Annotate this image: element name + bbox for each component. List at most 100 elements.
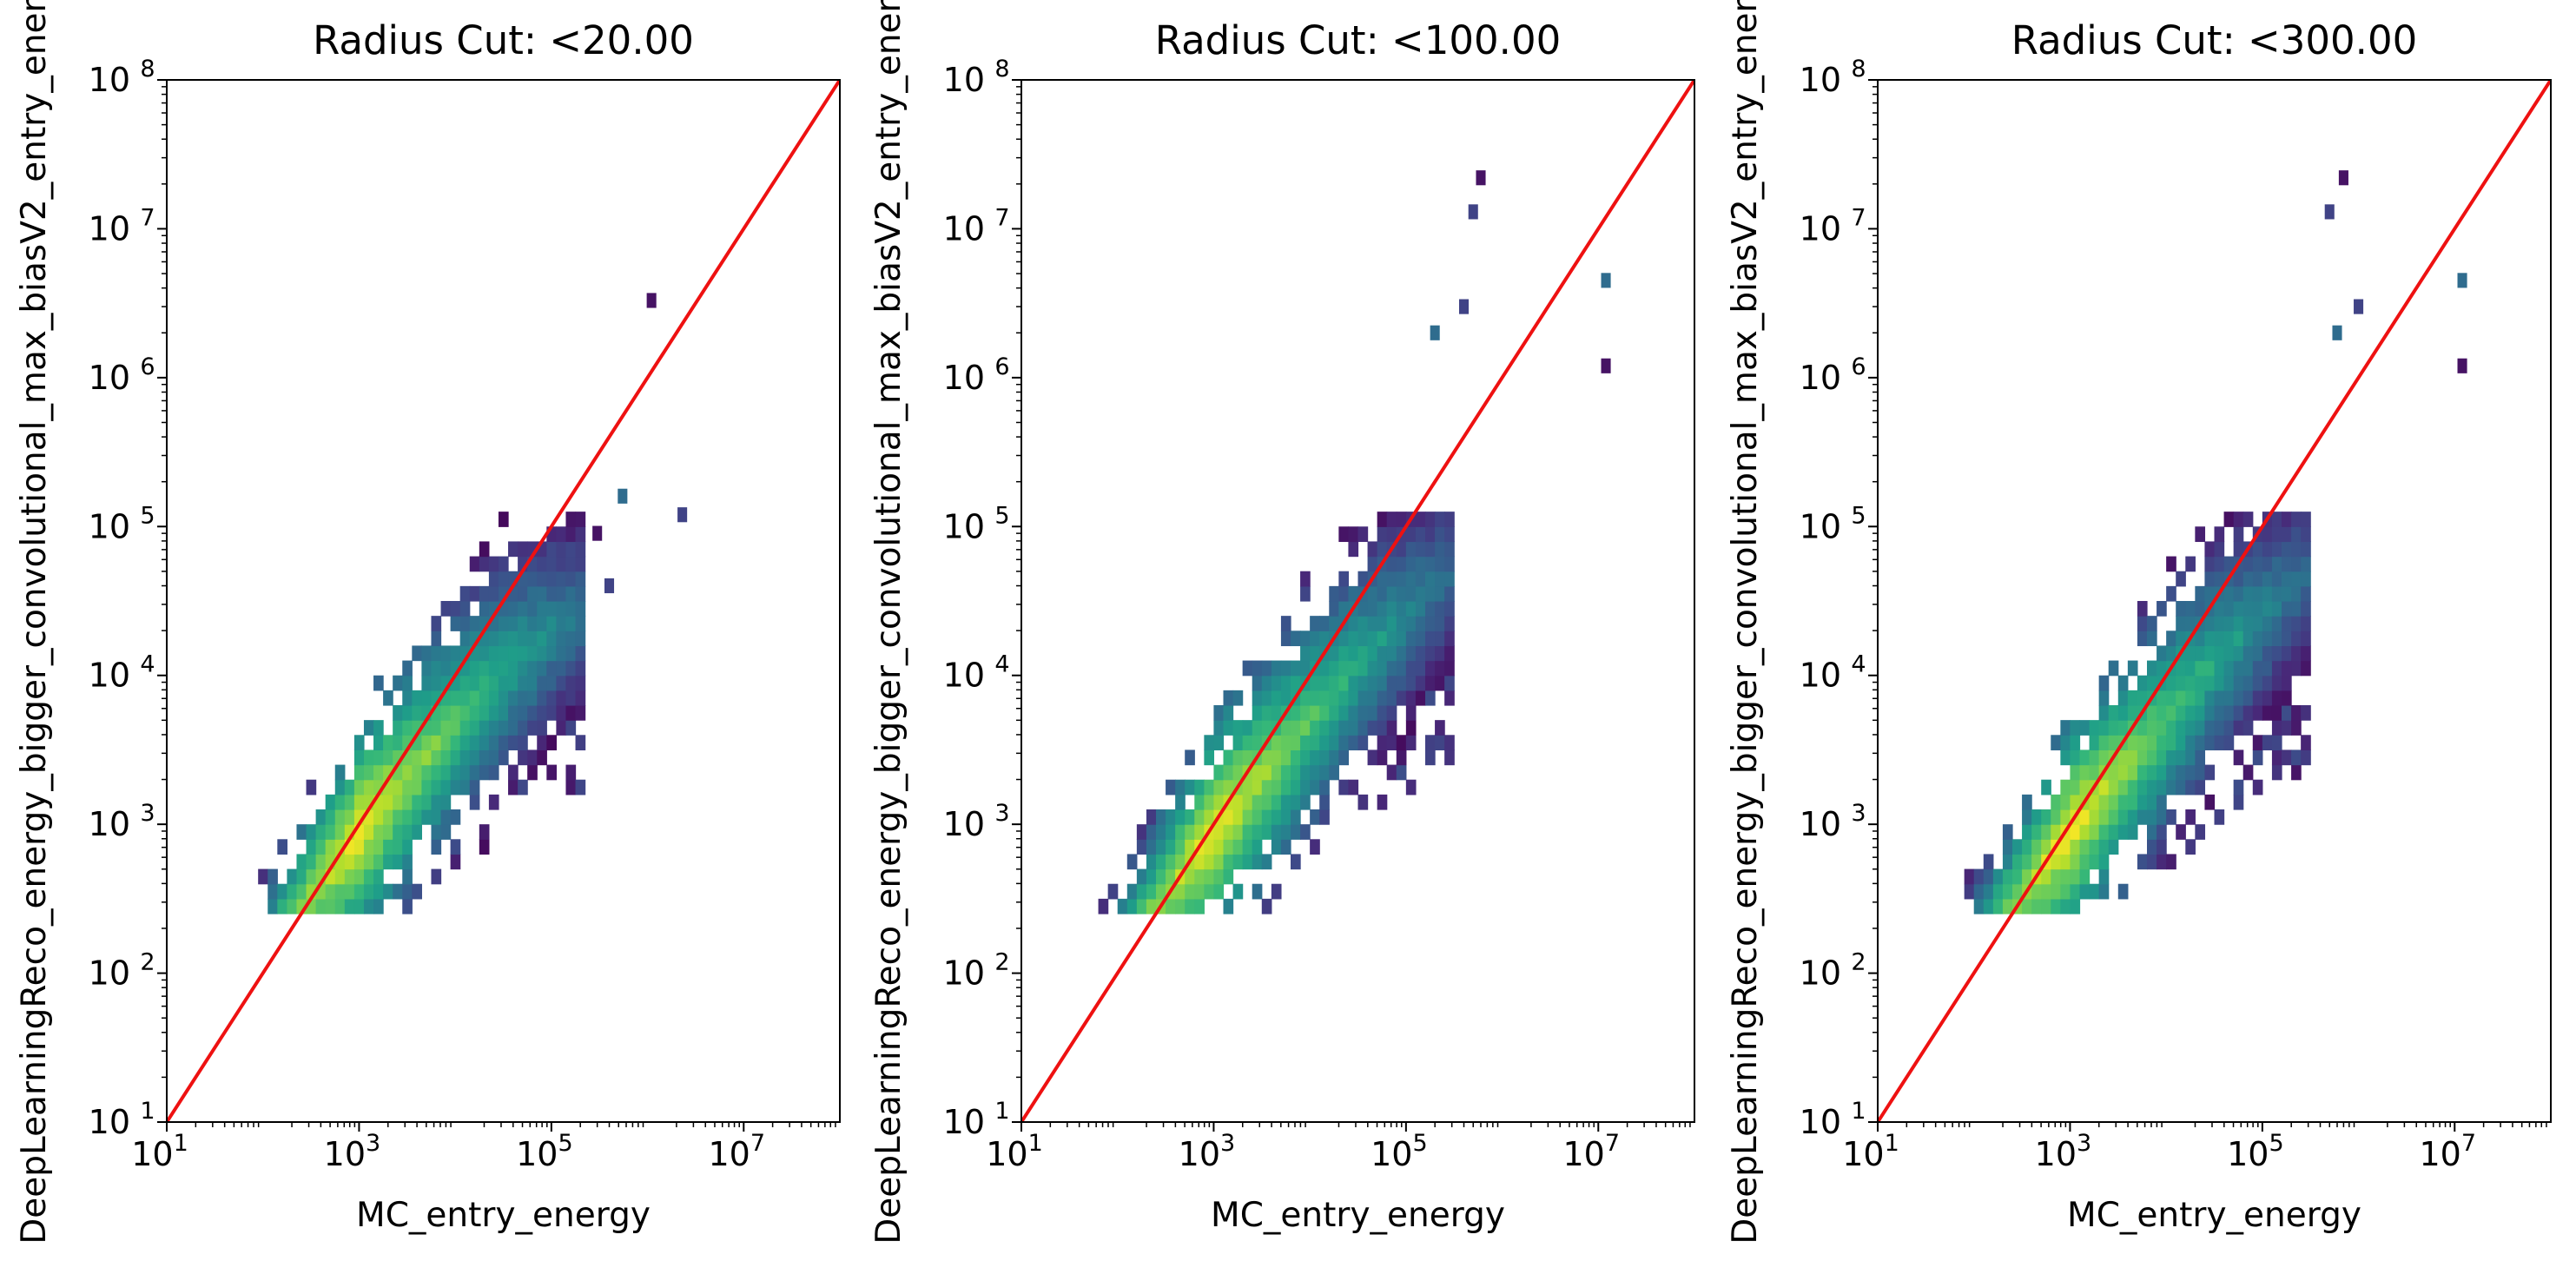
heatmap-bin: [1242, 794, 1253, 810]
heatmap-bin: [1405, 690, 1417, 706]
heatmap-bin: [2195, 824, 2206, 840]
heatmap-bin: [1425, 512, 1436, 527]
heatmap-bin: [1213, 705, 1225, 721]
heatmap-bin: [479, 764, 490, 781]
heatmap-outlier-bin: [1468, 204, 1478, 220]
heatmap-bin: [2166, 675, 2176, 691]
heatmap-bin: [537, 601, 547, 617]
heatmap-bin: [537, 630, 547, 647]
heatmap-bin: [2291, 630, 2302, 647]
heatmap-bin: [2233, 630, 2244, 647]
heatmap-bin: [334, 794, 346, 810]
heatmap-bin: [2098, 824, 2110, 840]
heatmap-bin: [459, 779, 471, 796]
heatmap-bin: [2098, 735, 2110, 751]
heatmap-bin: [1396, 630, 1407, 647]
heatmap-bin: [1300, 824, 1311, 840]
heatmap-bin: [537, 571, 547, 587]
heatmap-bin: [1232, 720, 1244, 736]
heatmap-bin: [1166, 854, 1176, 870]
heatmap-bin: [2204, 690, 2216, 706]
heatmap-bin: [363, 794, 374, 810]
heatmap-bin: [2185, 705, 2196, 721]
heatmap-bin: [325, 824, 336, 840]
heatmap-bin: [1252, 883, 1263, 900]
heatmap-bin: [556, 660, 567, 677]
heatmap-bin: [431, 630, 442, 647]
heatmap-bin: [2051, 809, 2061, 825]
heatmap-bin: [450, 735, 461, 751]
x-tick-exponent: 3: [1220, 1130, 1235, 1157]
heatmap-bin: [1252, 690, 1263, 706]
heatmap-bin: [1223, 764, 1234, 781]
heatmap-bin: [1291, 705, 1301, 721]
heatmap-bin: [1242, 839, 1253, 855]
heatmap-bin: [402, 705, 413, 721]
heatmap-bin: [2070, 779, 2081, 796]
heatmap-bin: [1415, 690, 1426, 706]
heatmap-bin: [1242, 735, 1253, 751]
heatmap-bin: [527, 660, 538, 677]
heatmap-bin: [2022, 824, 2032, 840]
y-tick-label: 10: [943, 805, 985, 843]
heatmap-bin: [479, 675, 490, 691]
heatmap-bin: [1252, 764, 1263, 781]
heatmap-bin: [1338, 571, 1350, 587]
heatmap-bin: [393, 705, 403, 721]
heatmap-bin: [1213, 854, 1225, 870]
heatmap-bin: [383, 690, 393, 706]
heatmap-bin: [2098, 749, 2110, 766]
heatmap-bin: [1386, 585, 1397, 602]
y-tick-label: 10: [1800, 61, 1841, 99]
heatmap-bin: [1223, 809, 1234, 825]
heatmap-bin: [1444, 601, 1455, 617]
heatmap-bin: [450, 675, 461, 691]
heatmap-bin: [2214, 571, 2225, 587]
heatmap-bin: [1357, 690, 1369, 706]
heatmap-bin: [393, 749, 403, 766]
heatmap-bin: [2223, 720, 2235, 736]
heatmap-bin: [575, 512, 586, 527]
heatmap-bin: [2070, 839, 2081, 855]
heatmap-bin: [1232, 883, 1244, 900]
heatmap-bin: [1232, 749, 1244, 766]
heatmap-bin: [469, 764, 480, 781]
heatmap-bin: [1405, 630, 1417, 647]
heatmap-bin: [287, 898, 298, 914]
heatmap-bin: [1271, 749, 1282, 766]
heatmap-bin: [344, 883, 355, 900]
heatmap-bin: [1232, 854, 1244, 870]
heatmap-bin: [2185, 616, 2196, 631]
heatmap-bin: [1300, 735, 1311, 751]
heatmap-bin: [1300, 764, 1311, 781]
heatmap-bin: [1310, 616, 1320, 631]
heatmap-bin: [498, 749, 509, 766]
heatmap-bin: [479, 645, 490, 662]
heatmap-bin: [421, 645, 433, 662]
heatmap-bin: [1329, 645, 1339, 662]
heatmap-bin: [2147, 616, 2157, 631]
heatmap-bin: [1232, 824, 1244, 840]
heatmap-bin: [2070, 868, 2081, 885]
x-tick-label: 105: [2227, 1130, 2284, 1173]
heatmap-bin: [1280, 824, 1291, 840]
heatmap-bin: [1367, 720, 1378, 736]
heatmap-bin: [1396, 512, 1407, 527]
heatmap-bin: [2060, 794, 2071, 810]
x-tick-exponent: 7: [750, 1130, 765, 1157]
heatmap-bin: [450, 601, 461, 617]
heatmap-bin: [2252, 705, 2263, 721]
heatmap-bin: [2166, 630, 2176, 647]
heatmap-bin: [1204, 854, 1215, 870]
heatmap-bin: [2117, 779, 2129, 796]
heatmap-bin: [1348, 645, 1359, 662]
heatmap-outlier-bin: [592, 525, 603, 541]
heatmap-bin: [508, 571, 519, 587]
heatmap-bin: [2166, 854, 2176, 870]
heatmap-bin: [1204, 883, 1215, 900]
heatmap-bin: [1213, 839, 1225, 855]
heatmap-bin: [537, 585, 547, 602]
heatmap-bin: [2282, 749, 2292, 766]
heatmap-bin: [287, 868, 298, 885]
heatmap-bin: [2079, 883, 2091, 900]
